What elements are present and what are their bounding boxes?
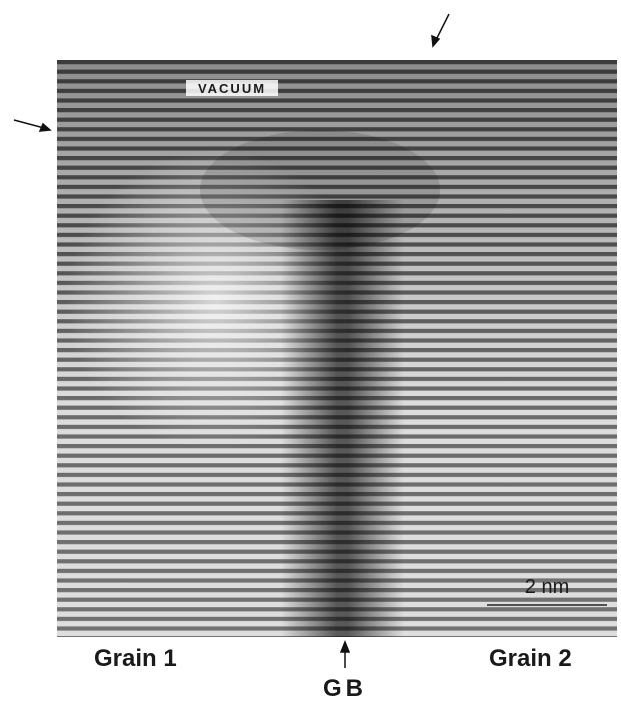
vacuum-label-bg bbox=[186, 80, 278, 96]
grain-1-label: Grain 1 bbox=[94, 645, 177, 672]
gb-label: GB bbox=[323, 675, 367, 702]
vacuum-label: VACUUM bbox=[198, 81, 266, 96]
grain-2-label: Grain 2 bbox=[489, 645, 572, 672]
arrows bbox=[13, 13, 450, 668]
micrograph bbox=[57, 60, 617, 637]
scale-label: 2 nm bbox=[525, 576, 569, 598]
